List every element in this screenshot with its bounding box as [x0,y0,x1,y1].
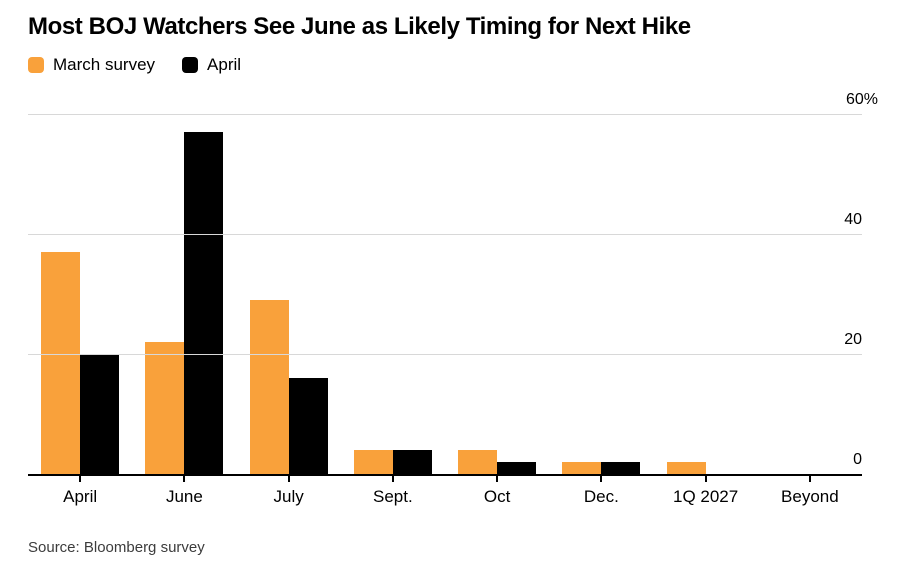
x-slot-1q-2027: 1Q 2027 [654,474,758,507]
x-axis-label: June [165,487,203,506]
bar-march-survey-oct [458,450,498,474]
bar-march-survey-june [145,342,185,474]
bar-group-oct [445,114,549,474]
gridline [28,114,862,115]
x-axis-label: July [273,487,304,506]
bar-groups [28,114,862,474]
y-axis-label: 20 [844,331,862,348]
bar-group-1q-2027 [654,114,758,474]
plot-area: 60% 40 20 0 [28,92,878,476]
legend-item-march-survey: March survey [28,55,155,75]
gridline [28,354,862,355]
legend-swatch-april-icon [182,57,199,73]
bar-group-sept [341,114,445,474]
x-tick [183,474,186,482]
bar-march-survey-april [41,252,81,474]
x-tick [808,474,811,482]
bar-april-july [288,378,328,474]
x-tick [391,474,394,482]
x-slot-oct: Oct [445,474,549,507]
bar-april-oct [497,462,537,474]
x-slot-beyond: Beyond [758,474,862,507]
x-axis: April June July Sept. Oct Dec. 1Q 2027 Beyond [28,474,862,507]
y-axis-label: 0 [853,451,862,468]
legend: March survey April [28,55,241,75]
x-slot-dec: Dec. [549,474,653,507]
bar-group-beyond [758,114,862,474]
x-axis-label: April [63,487,98,506]
bar-group-dec [549,114,653,474]
x-axis-label: Oct [483,487,511,506]
x-axis-label: Sept. [373,487,413,506]
x-slot-june: June [132,474,236,507]
bar-april-dec [601,462,641,474]
x-axis-label: 1Q 2027 [673,487,739,506]
legend-label-march-survey: March survey [53,55,156,74]
bar-april-sept [392,450,432,474]
source-note: Source: Bloomberg survey [28,539,205,556]
x-tick [496,474,499,482]
bar-april-april [80,354,120,474]
bar-march-survey-1q-2027 [666,462,706,474]
bar-march-survey-sept [353,450,393,474]
bar-group-april [28,114,132,474]
bar-april-june [184,132,224,474]
bar-march-survey-dec [562,462,602,474]
legend-label-april: April [207,55,242,74]
bar-march-survey-july [249,300,289,474]
y-axis-label: 60% [845,91,878,108]
x-tick [704,474,707,482]
legend-swatch-march-survey-icon [28,57,44,73]
x-tick [287,474,290,482]
gridline [28,234,862,235]
legend-item-april: April [182,55,241,75]
x-axis-label: Dec. [583,487,619,506]
x-tick [79,474,82,482]
x-slot-july: July [237,474,341,507]
bar-group-june [132,114,236,474]
chart-title: Most BOJ Watchers See June as Likely Tim… [28,13,691,40]
x-slot-sept: Sept. [341,474,445,507]
x-tick [600,474,603,482]
y-axis-label: 40 [844,211,862,228]
x-slot-april: April [28,474,132,507]
x-axis-label: Beyond [781,487,839,506]
bar-group-july [237,114,341,474]
